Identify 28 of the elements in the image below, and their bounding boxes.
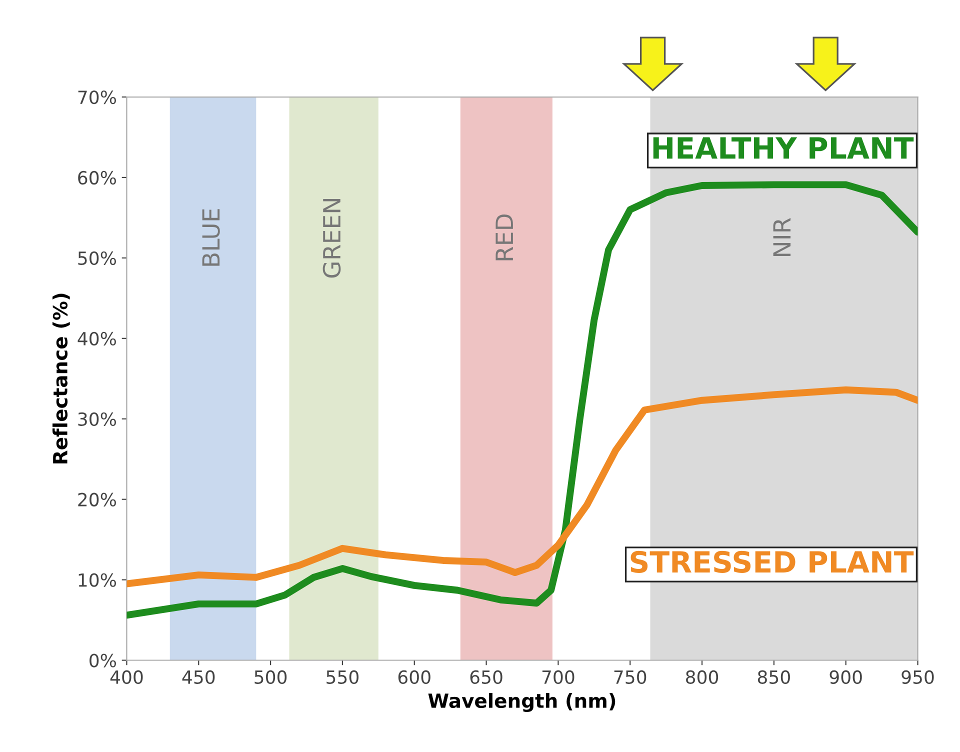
y-tick-label: 70% (78, 90, 116, 104)
x-tick-label: 850 (758, 670, 790, 684)
y-axis-title: Reflectance (%) (52, 294, 70, 464)
x-tick-label: 500 (254, 670, 287, 684)
band-label: BLUE (202, 209, 220, 266)
x-tick-label: 700 (542, 670, 574, 684)
x-tick-label: 800 (686, 670, 718, 684)
x-tick-label: 900 (830, 670, 862, 684)
x-tick-label: 950 (902, 670, 934, 684)
x-tick-label: 600 (398, 670, 430, 684)
y-tick-label: 10% (78, 573, 116, 587)
x-tick-label: 550 (326, 670, 358, 684)
x-tick-label: 400 (110, 670, 143, 684)
y-tick-label: 60% (78, 170, 116, 185)
x-axis-title: Wavelength (nm) (428, 693, 616, 712)
y-tick-label: 30% (78, 412, 116, 426)
y-tick-label: 0% (90, 654, 116, 668)
band-label: RED (496, 214, 513, 260)
y-tick-label: 50% (78, 251, 116, 266)
text: STRESSED PLANT (630, 550, 914, 573)
band-label: GREEN (322, 199, 341, 278)
x-tick-label: 750 (614, 670, 646, 684)
y-tick-label: 20% (78, 492, 116, 506)
y-tick-label: 40% (78, 332, 116, 346)
x-tick-label: 450 (182, 670, 215, 684)
series-label: HEALTHY PLANT (653, 137, 914, 159)
x-tick-label: 650 (470, 670, 502, 684)
band-label: NIR (773, 218, 791, 256)
